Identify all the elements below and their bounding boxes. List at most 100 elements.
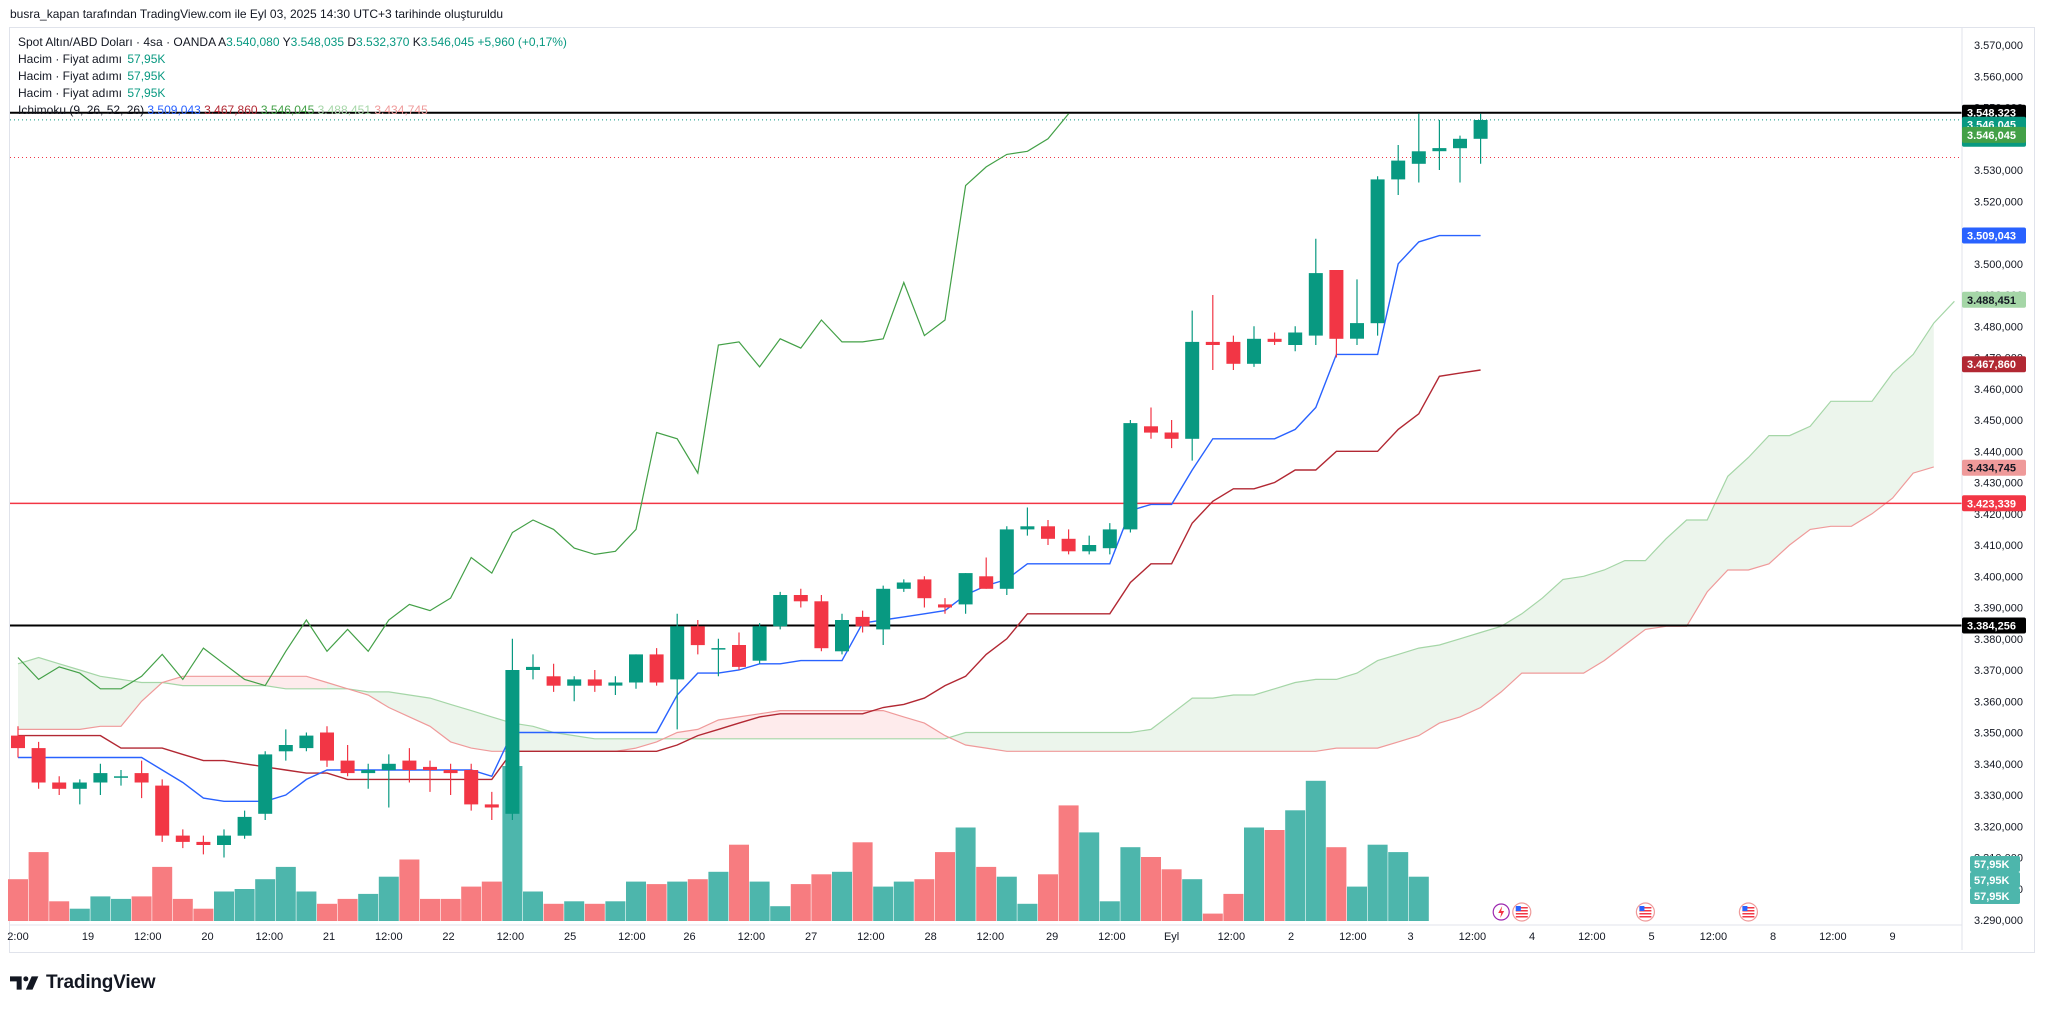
ichimoku-span-a-line (17, 300, 1955, 740)
candle-bullish (1370, 179, 1385, 324)
ohlc-high: 3.548,035 (290, 35, 345, 49)
volume-bar (111, 898, 131, 921)
price-label-badge (1962, 356, 2026, 373)
us-flag-stripe (1515, 907, 1528, 909)
volume-bar (1017, 903, 1038, 921)
volume-legend-value: 57,95K (127, 52, 166, 66)
time-axis-tick: 12:00 (1339, 931, 1367, 943)
price-axis-tick: 3.370,000 (1974, 665, 2023, 677)
time-axis-tick: 12:00 (977, 931, 1005, 943)
volume-bar (1079, 832, 1100, 921)
symbol-title[interactable]: Spot Altın/ABD Doları · 4sa · OANDA (18, 35, 216, 49)
price-axis-tick: 3.360,000 (1974, 696, 2023, 708)
price-axis-tick: 3.350,000 (1974, 728, 2023, 740)
volume-bar (605, 901, 626, 921)
candle-bearish (814, 601, 829, 649)
candle-bearish (938, 604, 952, 608)
us-flag-stripe (1639, 913, 1652, 915)
volume-bar (873, 886, 894, 921)
us-flag-stripe (1742, 907, 1755, 909)
time-axis-tick: 8 (1770, 931, 1776, 943)
candle-bullish (1350, 323, 1364, 339)
us-flag-canton (1515, 906, 1521, 911)
volume-bar (749, 881, 770, 921)
price-axis-tick: 3.440,000 (1974, 446, 2023, 458)
candle-bearish (11, 735, 25, 749)
price-axis-tick: 3.480,000 (1974, 321, 2023, 333)
price-axis-tick: 3.570,000 (1974, 40, 2023, 52)
volume-bar (852, 842, 873, 921)
price-label-text: 3.384,256 (1967, 620, 2016, 632)
candle-bearish (649, 654, 664, 683)
candle-bullish (1020, 526, 1035, 530)
ichimoku-legend-row[interactable]: Ichimoku (9, 26, 52, 26) 3.509,043 3.467… (18, 102, 567, 119)
volume-bar (1120, 847, 1141, 921)
time-axis-tick: Eyl (1164, 931, 1179, 943)
price-label-badge (1962, 459, 2026, 476)
candle-bullish (896, 582, 911, 589)
time-axis-tick: 12:00 (1098, 931, 1126, 943)
volume-bar (378, 876, 399, 921)
volume-bar (1058, 805, 1079, 921)
time-axis-tick: 12:00 (375, 931, 403, 943)
candle-bullish (629, 654, 643, 683)
volume-bar (420, 898, 440, 921)
price-axis-tick: 3.530,000 (1974, 165, 2023, 177)
time-axis-tick: 12:00 (618, 931, 646, 943)
volume-label-text: 57,95K (1974, 891, 2010, 903)
tradingview-branding[interactable]: TradingView (10, 972, 156, 994)
candle-bearish (464, 770, 479, 805)
volume-bar (893, 881, 914, 921)
price-label-badge (1962, 495, 2026, 512)
price-axis-tick: 3.330,000 (1974, 790, 2023, 802)
volume-legend-row[interactable]: Hacim · Fiyat adımı 57,95K (18, 68, 567, 85)
volume-bar (461, 886, 482, 921)
ichimoku-cloud-bearish (162, 676, 327, 689)
us-flag-stripe (1639, 910, 1652, 912)
volume-bar (1099, 901, 1120, 921)
candle-bearish (1164, 432, 1179, 439)
volume-bar (1244, 827, 1264, 921)
ichimoku-span-a-value: 3.488,451 (317, 103, 372, 117)
candle-bullish (711, 648, 726, 650)
price-axis-tick: 3.420,000 (1974, 509, 2023, 521)
volume-bar (234, 889, 255, 921)
chart-legend: Spot Altın/ABD Doları · 4sa · OANDA A3.5… (18, 34, 567, 119)
volume-bar (337, 898, 358, 921)
time-axis-tick: 29 (1046, 931, 1058, 943)
ohlc-close-label: K (412, 35, 421, 49)
candle-bullish (1102, 529, 1117, 549)
volume-legend-label: Hacim · Fiyat adımı (18, 52, 123, 66)
us-flag-canton (1742, 906, 1748, 911)
us-flag-icon (1512, 902, 1532, 922)
volume-bar (584, 903, 605, 921)
volume-legend-label: Hacim · Fiyat adımı (18, 86, 123, 100)
price-label-text: 3.423,339 (1967, 498, 2016, 510)
chart-frame (9, 27, 2035, 953)
volume-bar (1182, 879, 1203, 921)
us-flag-stripe (1742, 916, 1755, 918)
us-flag-stripe (1639, 907, 1652, 909)
volume-bar (481, 881, 502, 921)
volume-label-text: 57,95K (1974, 875, 2010, 887)
volume-bar (1388, 852, 1409, 921)
candle-bearish (52, 782, 67, 789)
time-axis-tick: 3 (1407, 931, 1413, 943)
volume-bar (1305, 780, 1326, 921)
time-axis-tick: 20 (201, 931, 213, 943)
volume-legend-row[interactable]: Hacim · Fiyat adımı 57,95K (18, 85, 567, 102)
candle-bullish (361, 770, 376, 774)
volume-legend-row[interactable]: Hacim · Fiyat adımı 57,95K (18, 51, 567, 68)
volume-bar (667, 881, 688, 921)
time-axis-tick: 12:00 (1578, 931, 1606, 943)
time-axis-tick: 12:00 (497, 931, 525, 943)
tradingview-logo-icon (10, 976, 39, 990)
candle-bearish (423, 766, 437, 770)
volume-bar (1202, 913, 1223, 921)
candle-bearish (443, 770, 458, 774)
price-label-badge (1962, 126, 2026, 143)
volume-bar (996, 876, 1017, 921)
price-axis-tick: 3.450,000 (1974, 415, 2023, 427)
tradingview-wordmark: TradingView (46, 972, 156, 993)
